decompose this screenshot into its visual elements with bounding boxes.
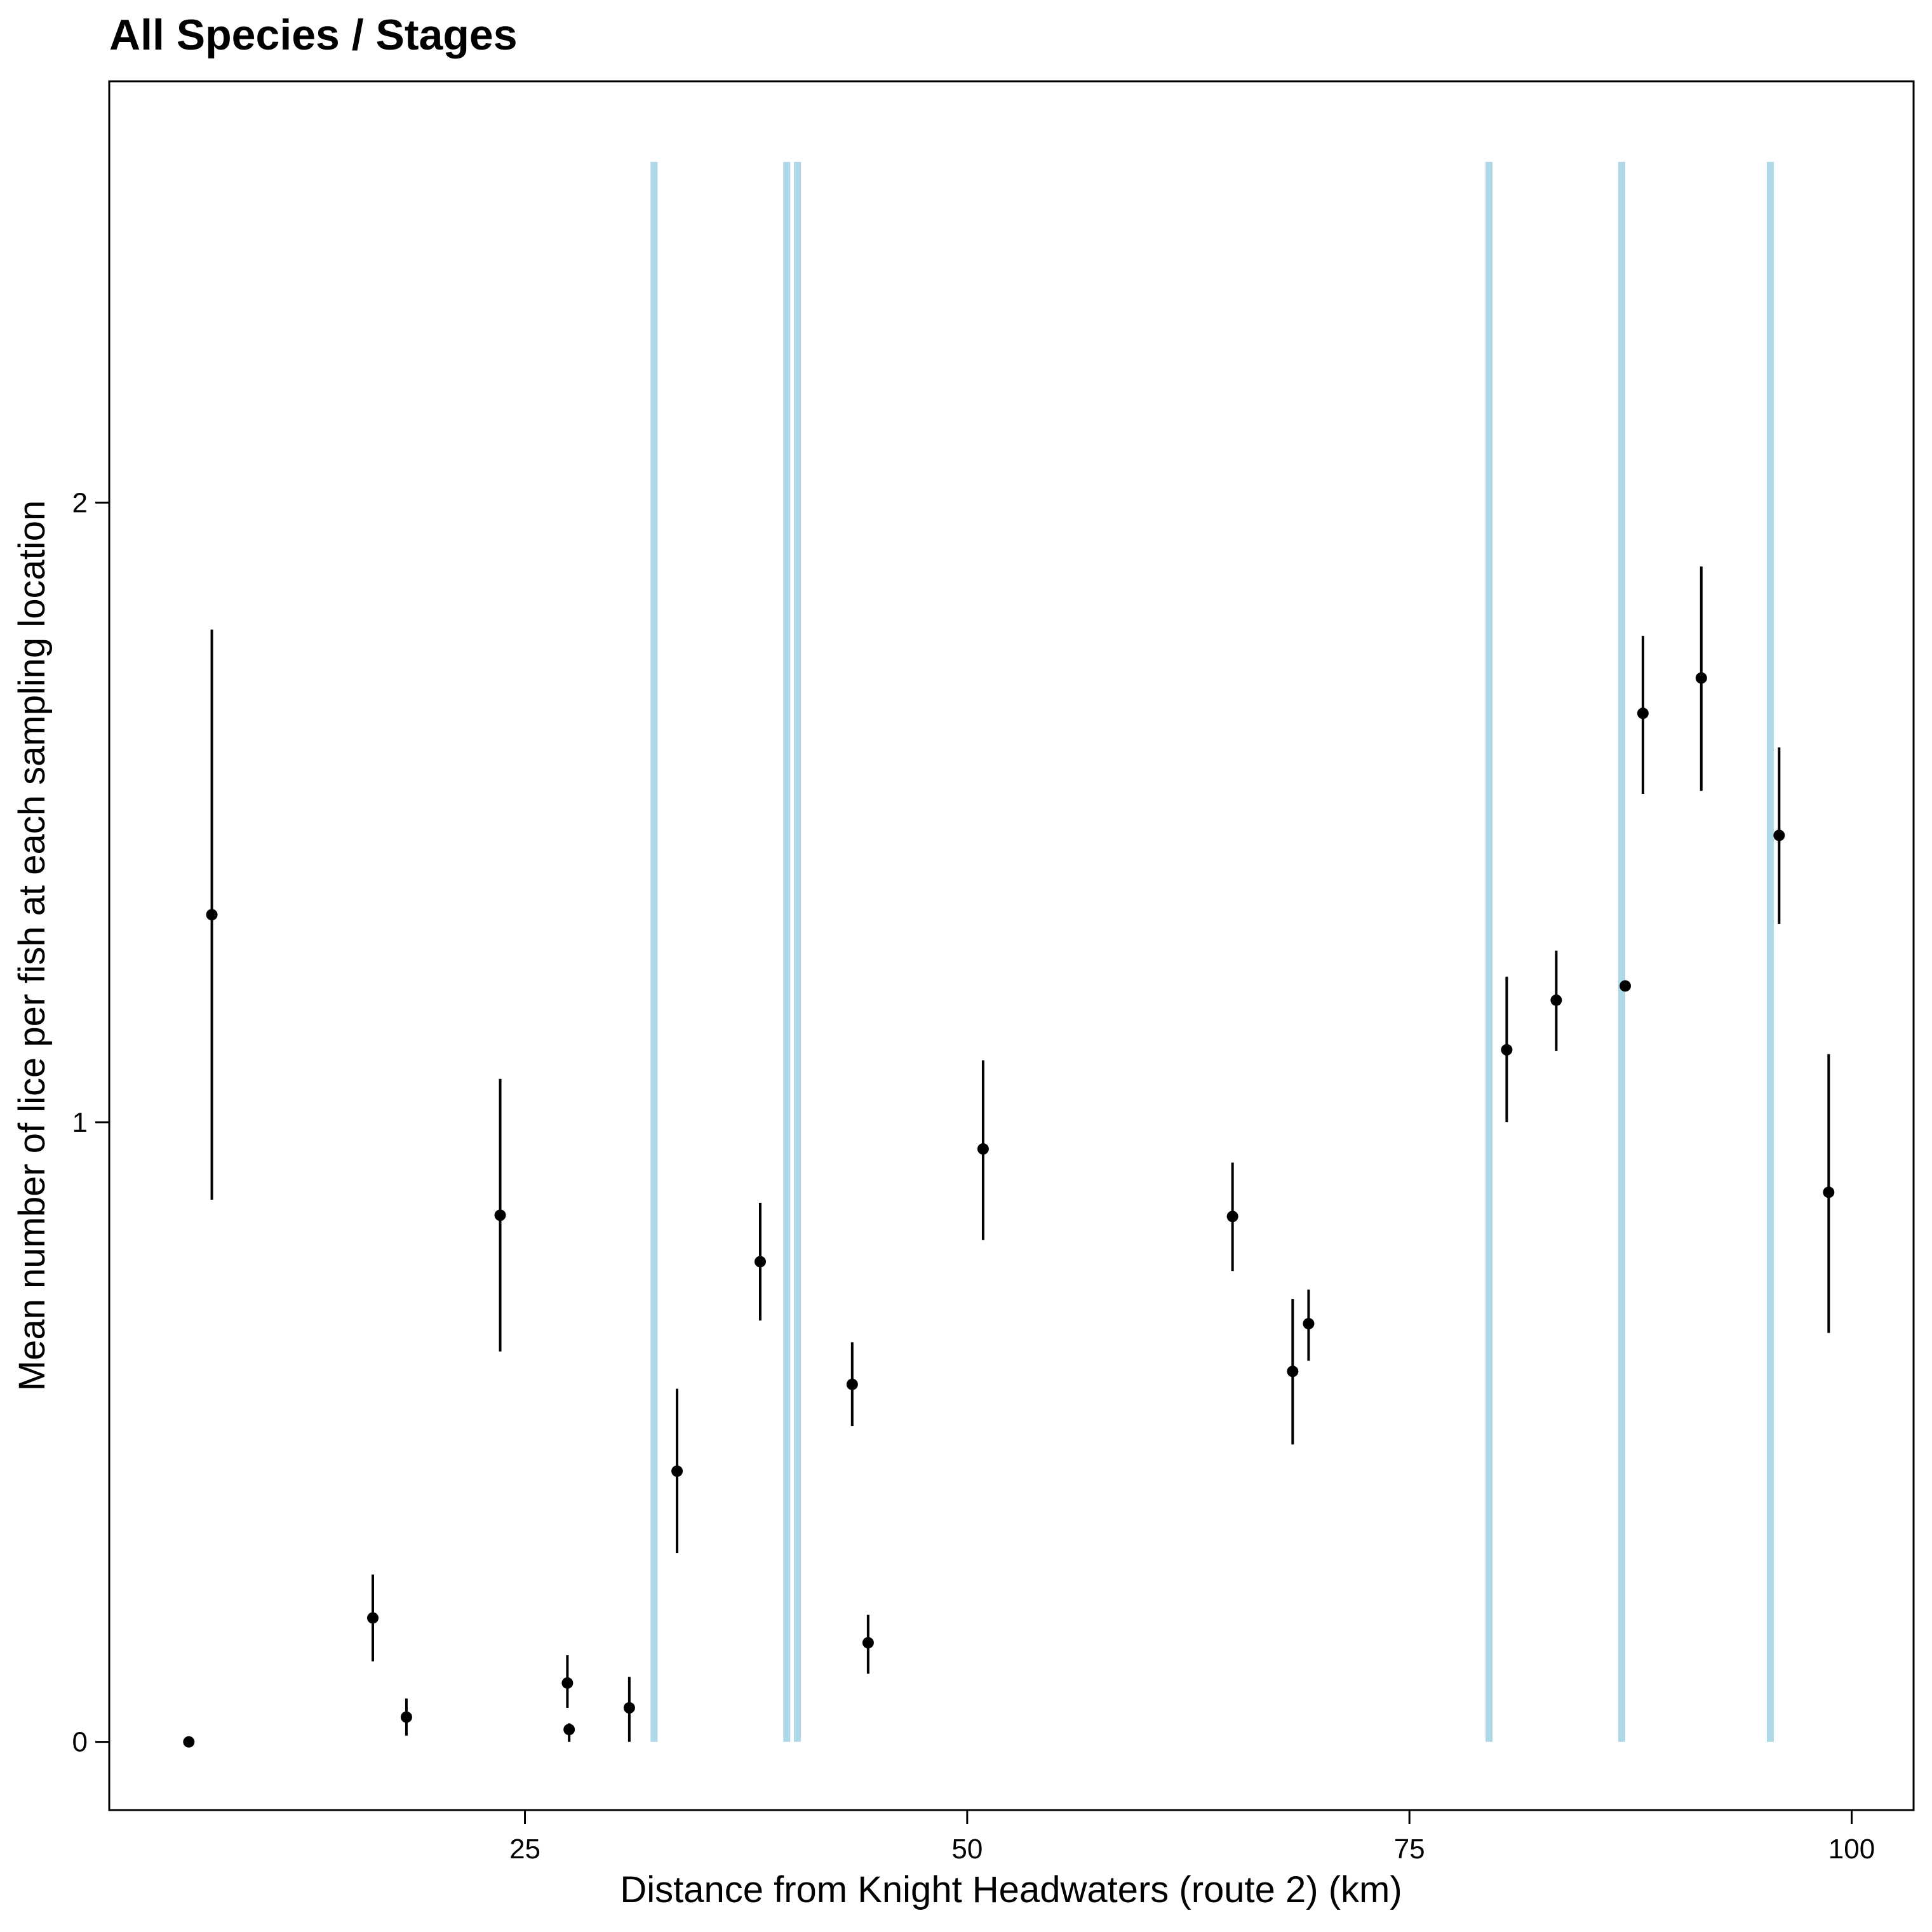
data-point-16 [1303,1318,1315,1330]
data-point-11 [846,1378,858,1390]
data-point-19 [1619,980,1631,992]
y-tick-label: 0 [72,1727,88,1758]
data-point-9 [671,1465,683,1477]
data-point-10 [754,1256,766,1268]
data-point-18 [1550,994,1562,1006]
data-point-13 [977,1143,989,1155]
data-point-12 [862,1637,874,1649]
y-axis-label: Mean number of lice per fish at each sam… [11,500,53,1391]
data-point-5 [494,1209,506,1221]
reference-lines [650,161,1774,1742]
data-point-3 [367,1612,379,1624]
data-point-6 [561,1677,574,1689]
data-point-21 [1695,672,1707,684]
plot-frame [108,80,1915,1811]
y-axis-ticks: 0 1 2 [72,487,109,1758]
data-point-17 [1501,1043,1513,1056]
x-axis-ticks: 25 50 75 100 [509,1810,1875,1865]
data-point-1 [183,1736,195,1748]
data-point-15 [1287,1365,1299,1378]
chart-title: All Species / Stages [109,11,518,59]
data-point-4 [400,1711,412,1723]
data-points [183,672,1835,1748]
x-tick-label: 100 [1828,1834,1875,1865]
x-axis-label: Distance from Knight Headwaters (route 2… [620,1869,1402,1910]
x-tick-label: 75 [1394,1834,1425,1865]
data-point-14 [1226,1211,1238,1223]
error-bars [210,566,1830,1742]
x-tick-label: 25 [509,1834,540,1865]
data-point-20 [1637,708,1649,720]
data-point-23 [1823,1186,1835,1198]
data-point-8 [623,1702,635,1714]
data-point-7 [563,1724,575,1736]
y-tick-label: 1 [72,1107,88,1138]
data-point-2 [206,909,218,921]
y-tick-label: 2 [72,487,88,518]
x-tick-label: 50 [951,1834,983,1865]
data-point-22 [1773,829,1785,842]
